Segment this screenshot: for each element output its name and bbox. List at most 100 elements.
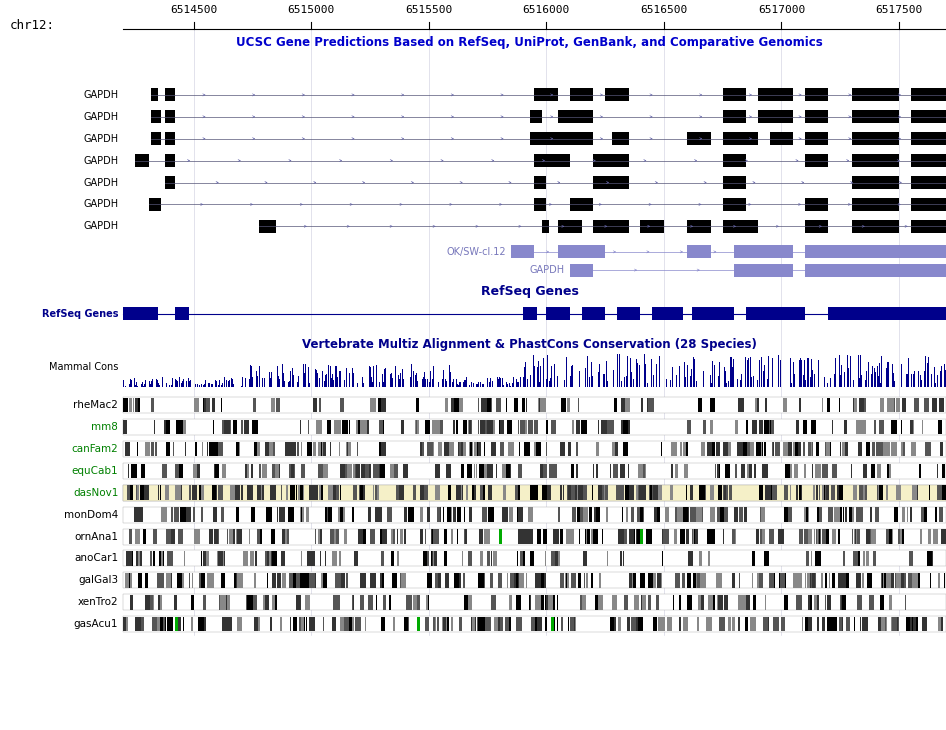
Bar [814, 595, 819, 610]
Bar [250, 485, 253, 500]
Bar [579, 485, 582, 500]
Bar [465, 380, 466, 387]
Bar [636, 617, 641, 631]
Bar [576, 442, 577, 456]
Bar [181, 573, 184, 588]
Bar [886, 485, 888, 500]
Bar [598, 595, 604, 610]
Bar [231, 378, 232, 387]
Bar [552, 420, 555, 434]
Bar [816, 529, 821, 544]
Bar [226, 617, 232, 631]
Bar [796, 420, 798, 434]
Bar [685, 377, 686, 387]
Bar [688, 573, 692, 588]
Bar [498, 379, 499, 387]
Bar [275, 595, 276, 610]
Bar [459, 617, 462, 631]
Bar [252, 507, 255, 522]
Bar [477, 385, 478, 387]
Bar [795, 573, 799, 588]
Bar [718, 485, 722, 500]
Bar [379, 420, 383, 434]
Bar [344, 380, 345, 387]
Bar [175, 617, 178, 631]
Bar [727, 464, 728, 478]
Bar [355, 617, 361, 631]
Bar [696, 573, 698, 588]
Bar [438, 507, 441, 522]
Bar [628, 358, 629, 387]
Bar [710, 507, 715, 522]
Bar [891, 529, 893, 544]
Bar [911, 132, 946, 145]
Bar [205, 380, 206, 387]
Bar [414, 374, 415, 387]
Bar [871, 464, 875, 478]
Bar [827, 383, 828, 387]
Bar [461, 464, 464, 478]
Bar [857, 595, 862, 610]
Bar [581, 507, 583, 522]
Bar [482, 384, 483, 387]
Bar [710, 595, 715, 610]
Bar [842, 442, 846, 456]
Bar [233, 420, 236, 434]
Bar [489, 382, 490, 387]
Bar [166, 573, 171, 588]
Bar [161, 551, 164, 566]
Bar [921, 420, 923, 434]
Bar [400, 573, 404, 588]
Text: 6517000: 6517000 [758, 4, 805, 15]
Bar [471, 383, 472, 387]
Bar [359, 485, 362, 500]
Bar [258, 617, 260, 631]
Bar [698, 398, 702, 412]
Bar [363, 573, 364, 588]
Bar [857, 551, 861, 566]
Bar [177, 464, 183, 478]
Bar [852, 88, 899, 101]
Bar [893, 372, 894, 387]
Bar [580, 595, 585, 610]
Bar [492, 442, 496, 456]
Bar [327, 485, 333, 500]
Bar [534, 366, 535, 387]
Bar [866, 551, 869, 566]
Bar [214, 442, 219, 456]
Bar [568, 573, 569, 588]
Bar [340, 371, 341, 387]
Bar [644, 355, 645, 387]
Bar [324, 507, 329, 522]
Bar [727, 442, 731, 456]
Bar [839, 507, 842, 522]
Bar [258, 617, 260, 631]
Bar [710, 398, 715, 412]
Bar [762, 372, 763, 387]
Bar [707, 529, 710, 544]
Bar [592, 376, 593, 387]
Bar [412, 485, 415, 500]
Bar [219, 380, 220, 387]
Bar [759, 361, 760, 387]
Bar [795, 374, 796, 387]
Bar [391, 551, 394, 566]
Bar [158, 573, 160, 588]
Bar [791, 383, 792, 387]
Bar [619, 354, 620, 387]
Bar [909, 362, 910, 387]
Bar [617, 307, 640, 320]
Bar [476, 384, 477, 387]
Bar [510, 573, 515, 588]
Bar [519, 551, 524, 566]
Bar [162, 377, 163, 387]
Bar [517, 464, 522, 478]
Bar [832, 573, 835, 588]
Bar [236, 442, 239, 456]
Bar [652, 485, 658, 500]
Bar [757, 380, 758, 387]
Bar [896, 573, 902, 588]
Bar [510, 385, 511, 387]
Bar [738, 442, 743, 456]
Bar [858, 507, 863, 522]
